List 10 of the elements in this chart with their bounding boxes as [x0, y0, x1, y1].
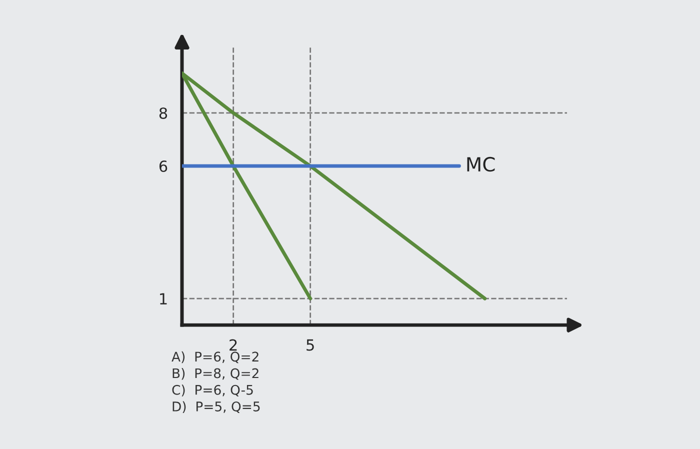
x-tick-label: 2 — [230, 339, 237, 351]
text: A) P=6, Q=2 — [172, 351, 258, 364]
y-tick-label: 8 — [159, 107, 168, 119]
y-tick-label: 1 — [160, 293, 167, 304]
series-label: MC — [467, 156, 495, 172]
x-tick-label: 5 — [306, 339, 314, 351]
text: D) P=5, Q=5 — [172, 401, 260, 414]
y-tick-label: 6 — [159, 160, 168, 172]
text: B) P=8, Q=2 — [172, 368, 258, 380]
text: C) P=6, Q-5 — [172, 384, 253, 396]
